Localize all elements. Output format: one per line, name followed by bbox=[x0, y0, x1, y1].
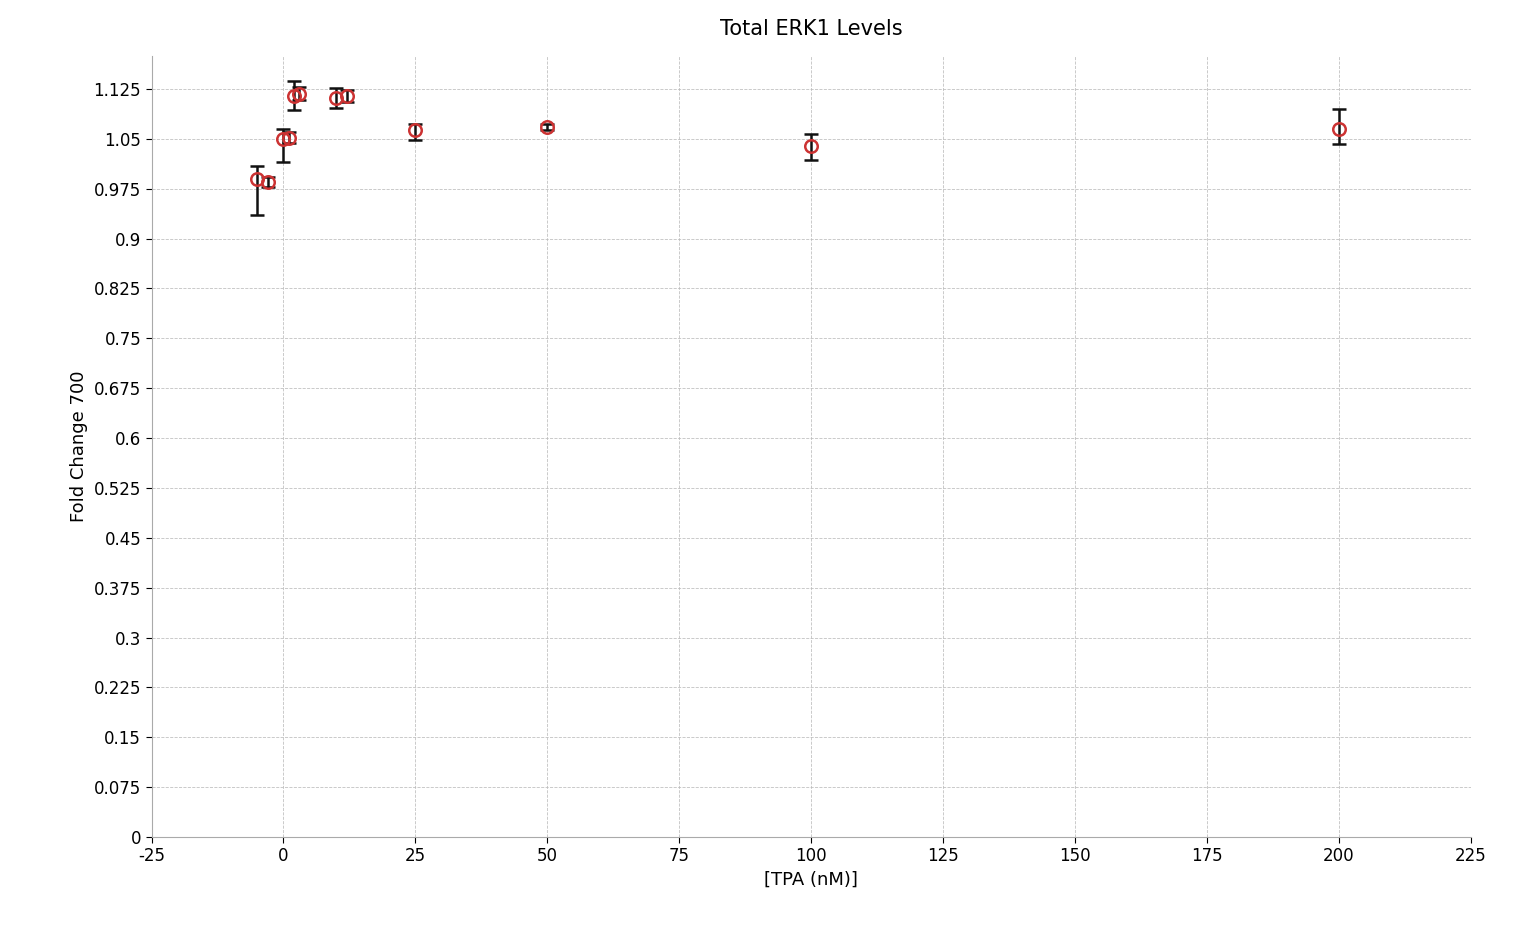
Title: Total ERK1 Levels: Total ERK1 Levels bbox=[720, 19, 902, 39]
Y-axis label: Fold Change 700: Fold Change 700 bbox=[70, 371, 88, 522]
X-axis label: [TPA (nM)]: [TPA (nM)] bbox=[764, 871, 858, 889]
